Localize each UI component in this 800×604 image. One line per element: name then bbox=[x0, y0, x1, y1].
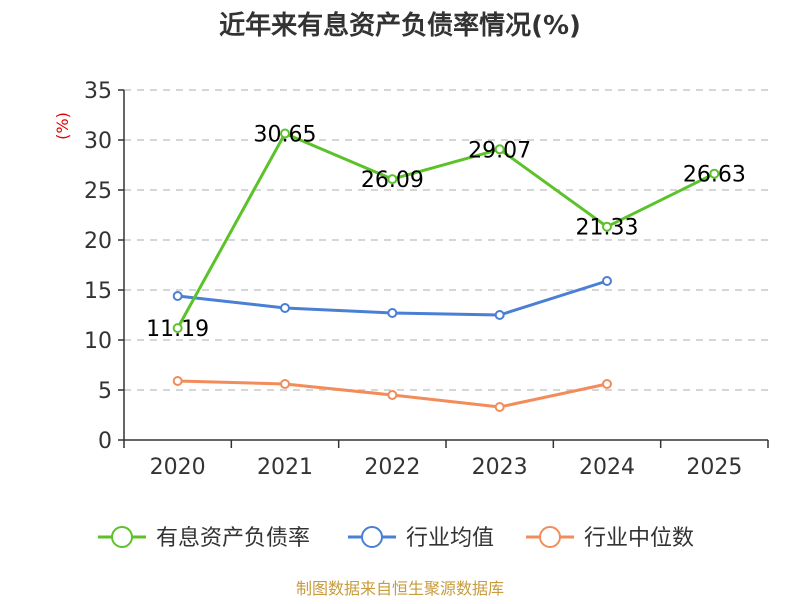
source-note: 制图数据来自恒生聚源数据库 bbox=[296, 579, 504, 598]
series-point bbox=[280, 303, 290, 313]
series-layer bbox=[172, 128, 720, 412]
y-tick-label: 15 bbox=[84, 279, 112, 304]
series-point bbox=[602, 276, 612, 286]
x-tick-label: 2025 bbox=[686, 455, 742, 480]
series-point bbox=[172, 291, 183, 301]
x-tick-label: 2023 bbox=[472, 455, 528, 480]
legend-label: 行业均值 bbox=[406, 526, 494, 551]
y-tick-label: 30 bbox=[84, 129, 112, 154]
grid-layer bbox=[124, 89, 768, 391]
legend: 有息资产负债率 行业均值 行业中位数 bbox=[98, 526, 694, 551]
legend-swatch-marker bbox=[539, 526, 561, 548]
series-line bbox=[176, 132, 715, 329]
x-tick-label: 2024 bbox=[579, 455, 635, 480]
series-point bbox=[280, 128, 290, 139]
series-point bbox=[172, 376, 183, 386]
y-tick-label: 25 bbox=[84, 179, 112, 204]
legend-label: 行业中位数 bbox=[584, 526, 694, 551]
legend-item: 行业均值 bbox=[348, 526, 494, 551]
series-point bbox=[709, 168, 720, 179]
legend-swatch-marker bbox=[361, 526, 383, 548]
x-tick-label: 2022 bbox=[364, 455, 420, 480]
series-point bbox=[494, 144, 505, 155]
legend-swatch-marker bbox=[111, 526, 133, 548]
series-point bbox=[387, 390, 398, 400]
data-label: 11.19 bbox=[146, 317, 209, 342]
data-label: 30.65 bbox=[254, 123, 317, 148]
data-label-layer: 11.19 30.65 26.09 29.07 21.33 26.63 bbox=[146, 123, 746, 343]
y-axis-unit-label: (%) bbox=[53, 112, 72, 140]
series-point bbox=[494, 402, 505, 412]
y-tick-label: 0 bbox=[98, 429, 112, 454]
y-tick-label: 20 bbox=[84, 229, 112, 254]
y-tick-label: 35 bbox=[84, 79, 112, 104]
series-point bbox=[602, 221, 612, 232]
chart-title: 近年来有息资产负债率情况(%) bbox=[219, 10, 581, 41]
series-point bbox=[387, 308, 398, 318]
data-label: 26.09 bbox=[361, 168, 424, 193]
x-tick-label: 2020 bbox=[150, 455, 206, 480]
series-point bbox=[280, 379, 290, 389]
y-tick-label: 10 bbox=[84, 329, 112, 354]
data-label: 26.63 bbox=[683, 163, 746, 188]
series-point bbox=[494, 310, 505, 320]
series-point bbox=[602, 379, 612, 389]
data-label: 21.33 bbox=[576, 216, 639, 241]
x-tick-label: 2021 bbox=[257, 455, 313, 480]
legend-item: 有息资产负债率 bbox=[98, 526, 310, 551]
legend-item: 行业中位数 bbox=[526, 526, 694, 551]
data-label: 29.07 bbox=[468, 138, 531, 163]
series-point bbox=[387, 174, 398, 185]
y-tick-label: 5 bbox=[98, 379, 112, 404]
legend-label: 有息资产负债率 bbox=[156, 526, 310, 551]
series-point bbox=[172, 323, 183, 334]
